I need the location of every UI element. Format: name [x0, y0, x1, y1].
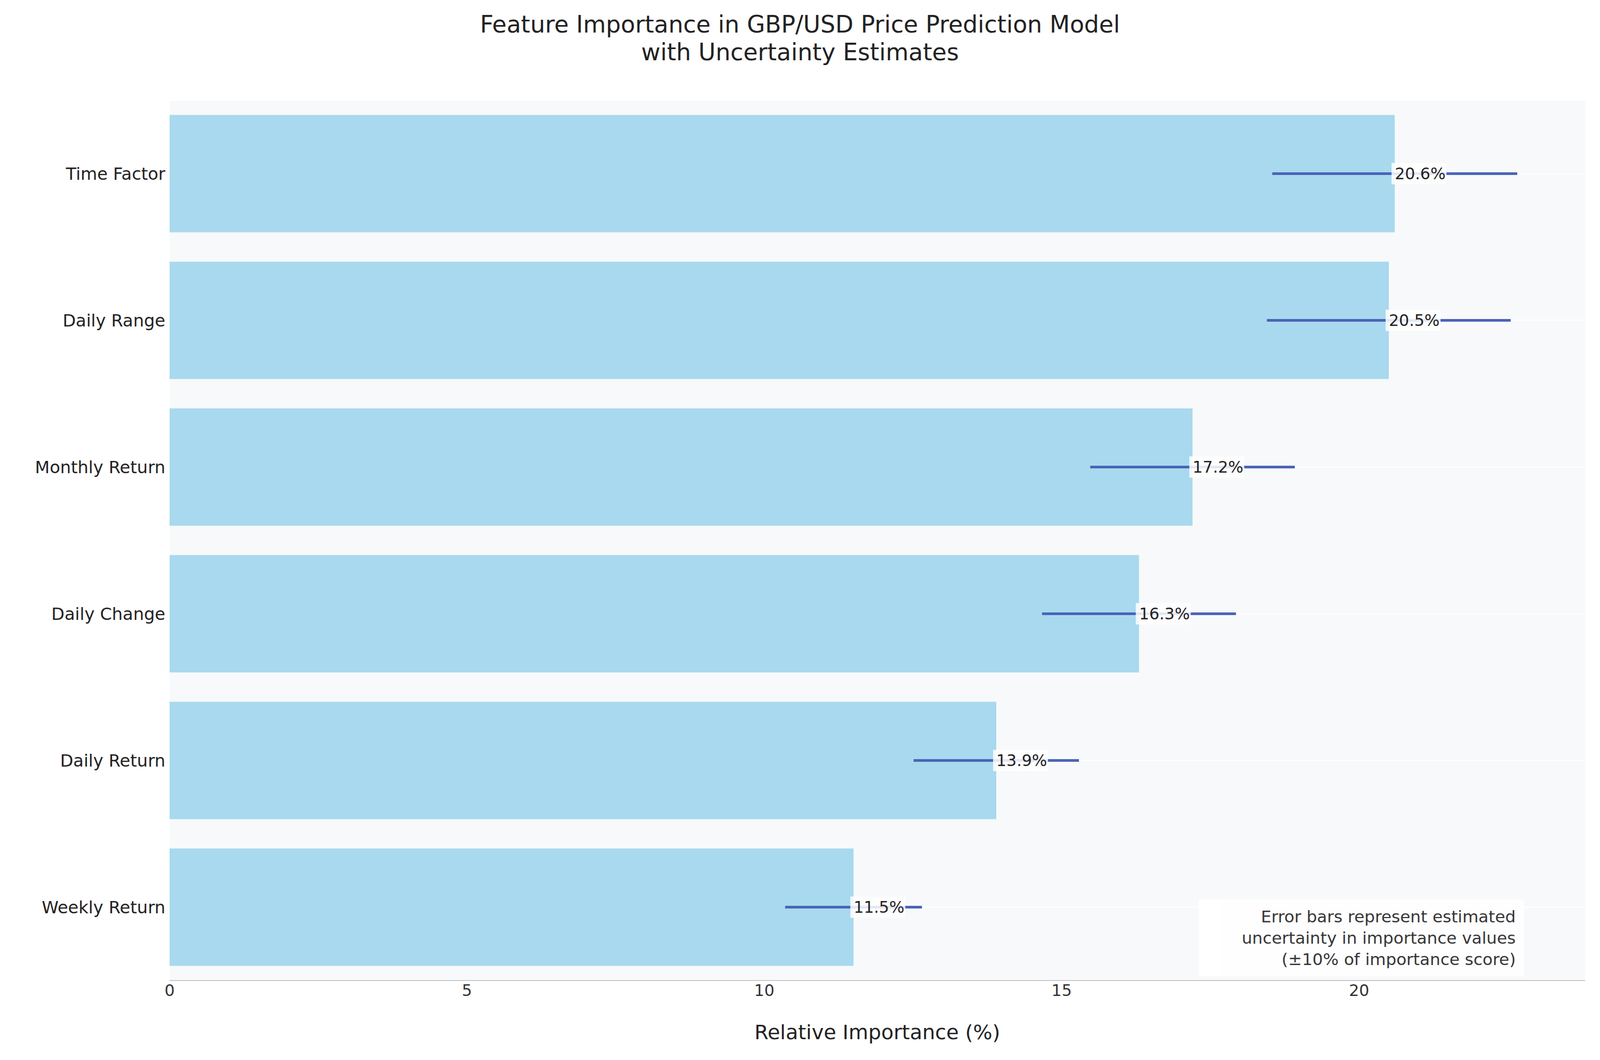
svg-text:20.5%: 20.5%	[1388, 310, 1440, 330]
svg-text:Daily Range: Daily Range	[62, 310, 166, 331]
svg-text:Weekly Return: Weekly Return	[41, 897, 166, 918]
html-text:Error bars represent estimated: Error bars represent estimated uncertain…	[1241, 906, 1516, 969]
svg-text:Daily Return: Daily Return	[60, 750, 166, 771]
svg-text:13.9%: 13.9%	[996, 750, 1047, 770]
svg-text:20: 20	[1348, 980, 1370, 1000]
svg-text:Relative Importance (%): Relative Importance (%)	[754, 1020, 1001, 1044]
svg-text:10: 10	[754, 980, 775, 1000]
svg-text:17.2%: 17.2%	[1192, 457, 1244, 477]
svg-text:15: 15	[1051, 980, 1072, 1000]
svg-text:Daily Change: Daily Change	[51, 603, 166, 624]
svg-text:16.3%: 16.3%	[1139, 604, 1190, 623]
svg-text:11.5%: 11.5%	[853, 897, 904, 917]
svg-text:5: 5	[461, 980, 472, 1000]
svg-text:Time Factor: Time Factor	[65, 163, 166, 184]
svg-text:Monthly Return: Monthly Return	[35, 457, 166, 478]
html-text:Feature Importance in GBP/USD: Feature Importance in GBP/USD Price Pred…	[479, 10, 1121, 66]
svg-text:20.6%: 20.6%	[1394, 164, 1446, 183]
svg-text:0: 0	[164, 980, 175, 1000]
